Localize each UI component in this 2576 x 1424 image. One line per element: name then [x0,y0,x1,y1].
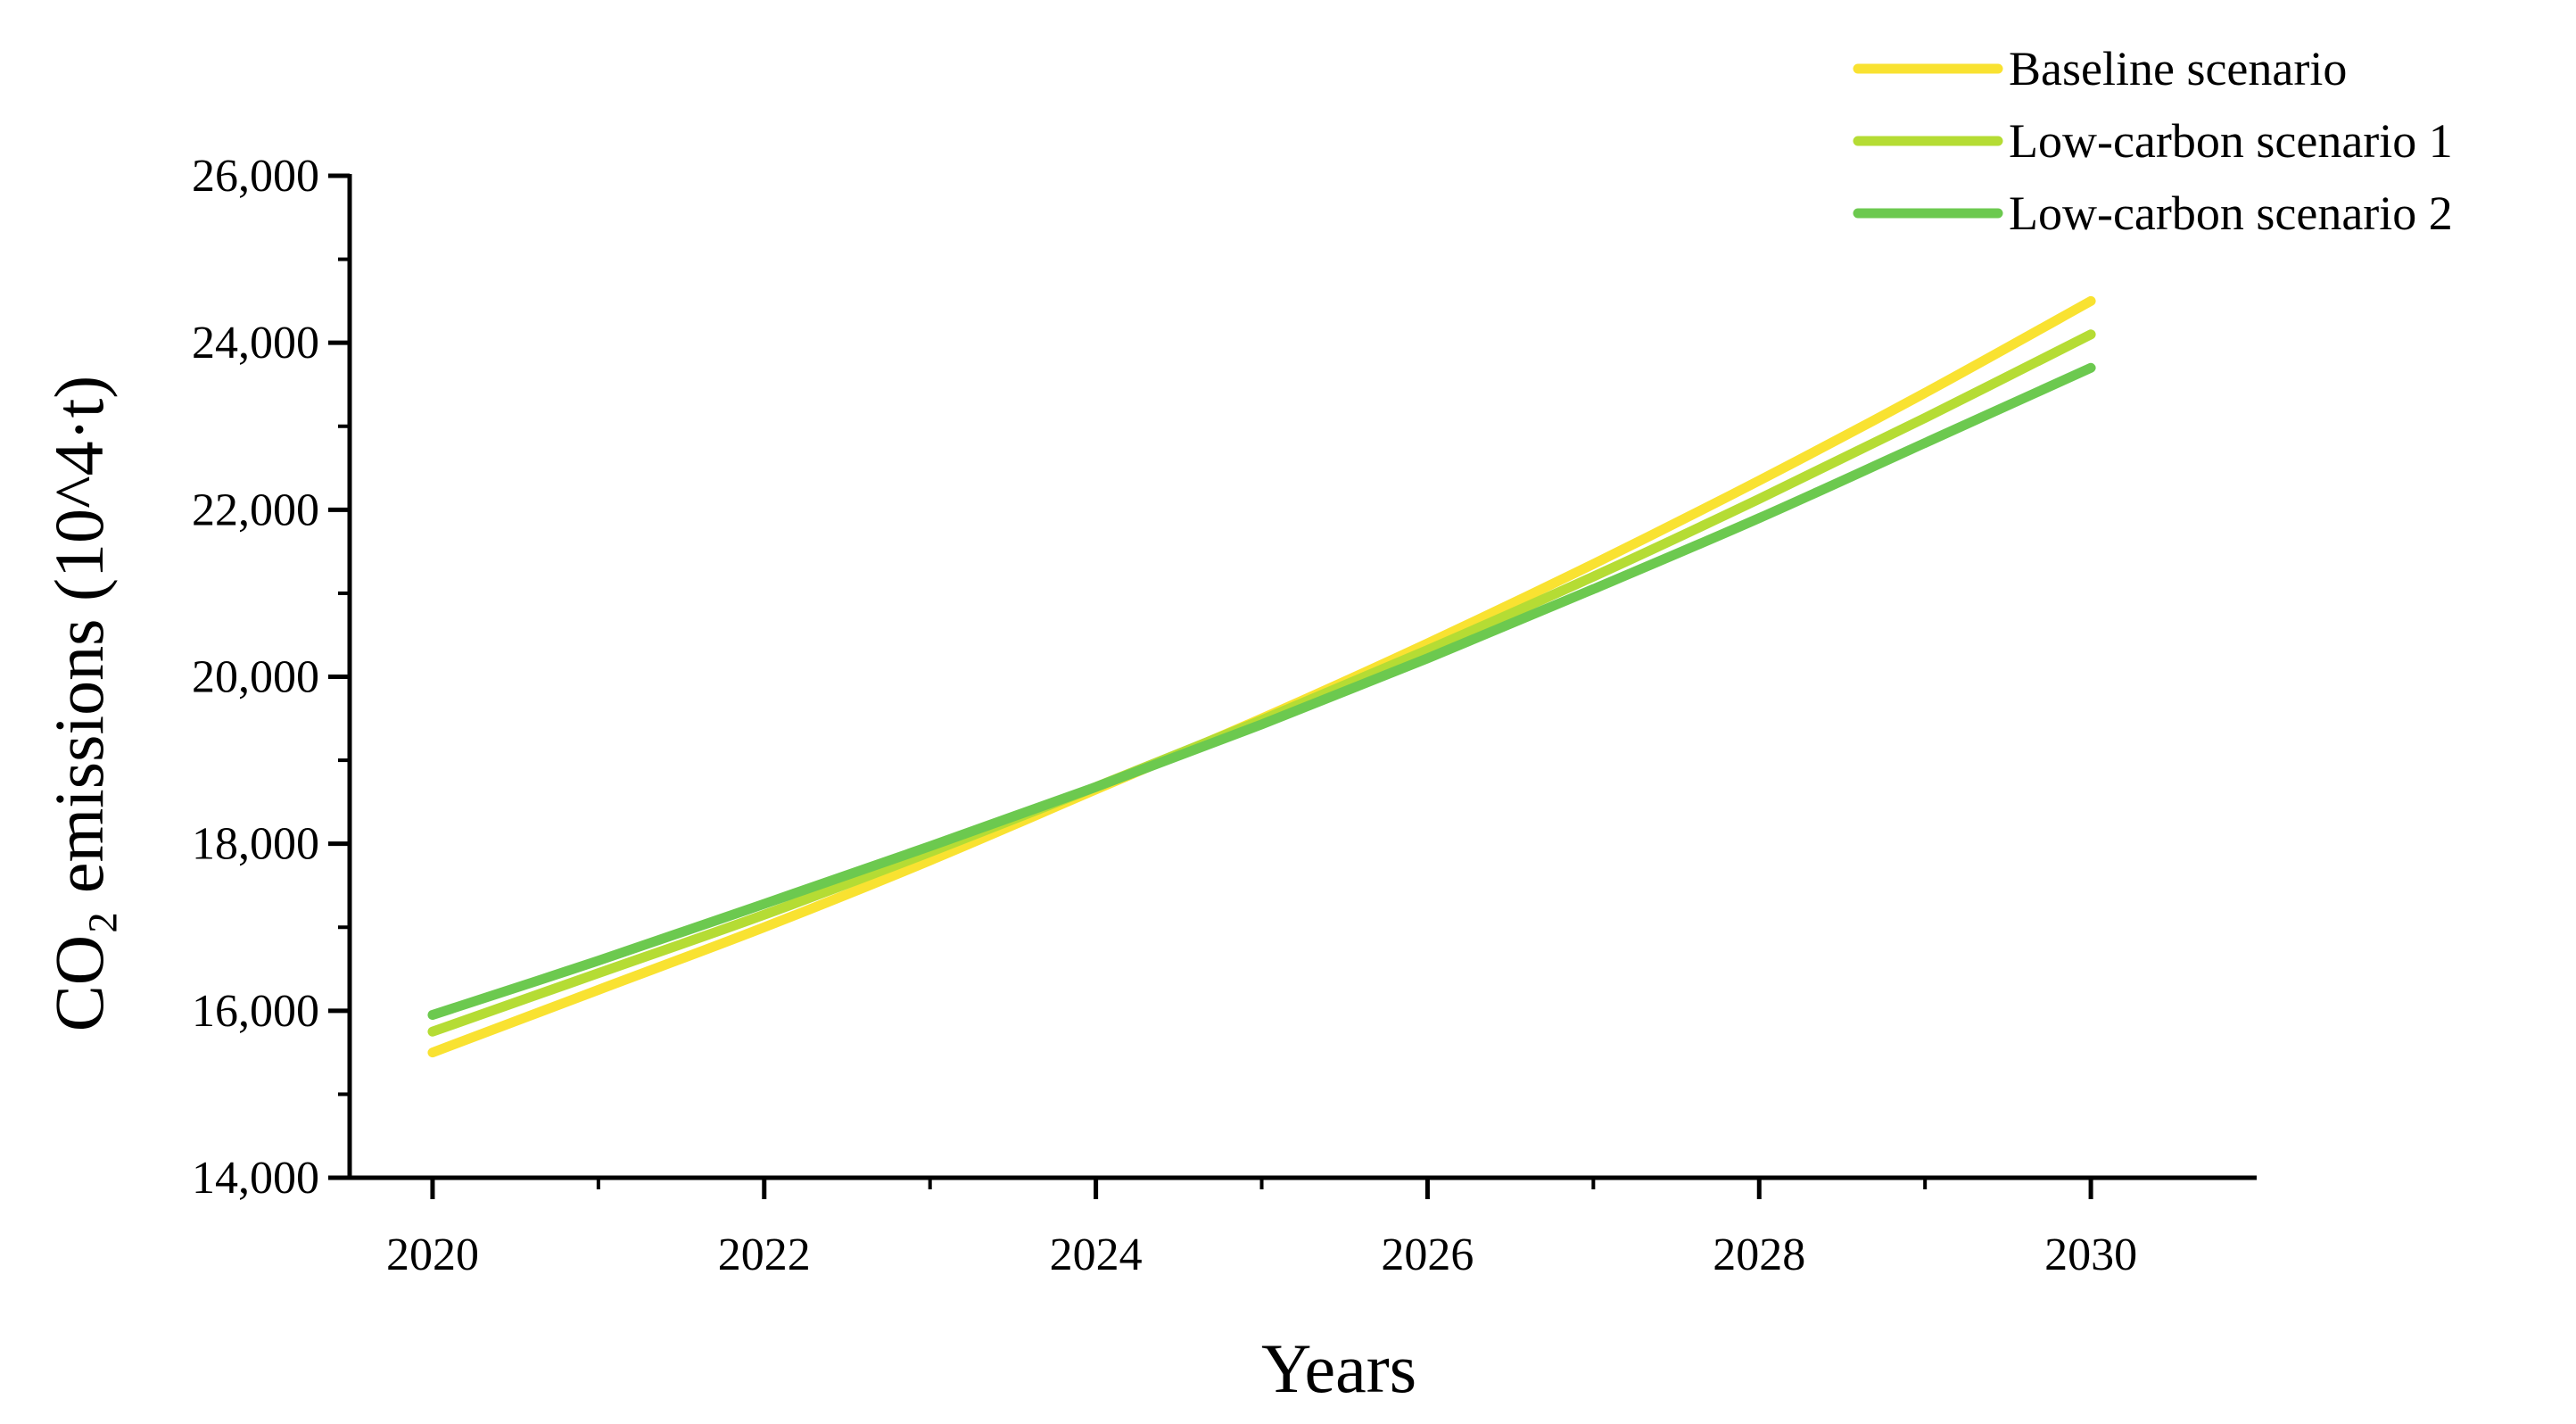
x-tick-label: 2028 [1713,1229,1805,1280]
y-axis-title: CO₂ emissions (10^4·t) [40,376,118,1031]
y-tick-label: 24,000 [192,318,319,368]
x-tick-label: 2022 [718,1229,811,1280]
y-tick-label: 16,000 [192,986,319,1037]
x-axis-title: Years [1261,1329,1416,1407]
x-tick-label: 2030 [2044,1229,2137,1280]
series-line-3 [427,362,2096,1021]
y-tick-label: 20,000 [192,652,319,703]
y-tick-label: 22,000 [192,484,319,535]
legend-label-2: Low-carbon scenario 1 [2009,114,2453,168]
legend-label-1: Baseline scenario [2009,42,2347,95]
y-tick-label: 18,000 [192,819,319,870]
x-tick-label: 2024 [1050,1229,1143,1280]
y-tick-label: 14,000 [192,1153,319,1204]
x-tick-label: 2026 [1381,1229,1474,1280]
axes: 14,000 16,000 18,000 20,000 22,000 24,000 26,0… [192,151,2257,1280]
y-tick-label: 26,000 [192,151,319,202]
legend-label-3: Low-carbon scenario 2 [2009,186,2453,240]
legend: Baseline scenario Low-carbon scenario 1 Lo… [1853,42,2453,240]
x-tick-label: 2020 [386,1229,479,1280]
series-layer [427,295,2096,1058]
